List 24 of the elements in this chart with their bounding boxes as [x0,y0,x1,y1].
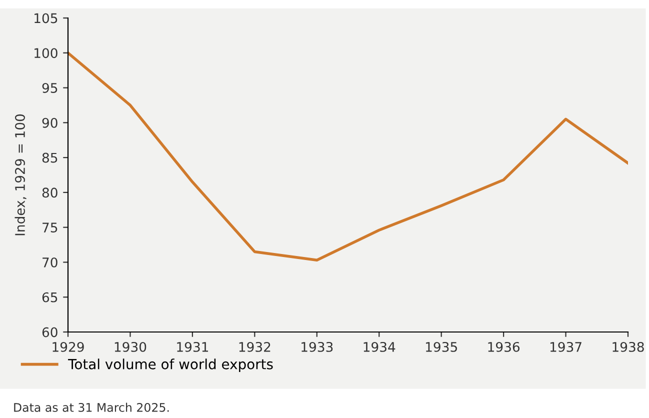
line-series [68,52,628,262]
x-tick-label: 1937 [550,342,582,352]
text: Data as at 31 March 2025. [14,402,169,412]
x-tick-label: 1931 [177,342,208,352]
y-tick-label: 90 [42,118,58,128]
y-tick-label: 75 [42,222,58,233]
y-tick-label: 70 [42,257,58,268]
x-tick-label: 1936 [488,342,520,352]
y-tick-label: 100 [34,48,58,58]
x-tick-label: 1930 [114,342,146,352]
y-tick-label: 105 [34,13,58,24]
x-tick-label: 1938 [612,342,644,352]
x-tick-label: 1935 [426,342,457,352]
x-tick-label: 1933 [302,342,333,352]
x-tick-label: 1934 [364,342,396,352]
x-tick-label: 1929 [52,342,84,352]
y-axis-title: Index, 1929 = 100 [14,114,26,236]
legend-label: Total volume of world exports [68,358,273,372]
y-tick-label: 60 [42,327,58,338]
y-tick-label: 65 [42,292,58,302]
y-tick-label: 80 [42,188,58,198]
x-tick-label: 1932 [239,342,270,352]
y-tick-label: 95 [42,83,58,93]
y-tick-label: 85 [42,152,58,163]
